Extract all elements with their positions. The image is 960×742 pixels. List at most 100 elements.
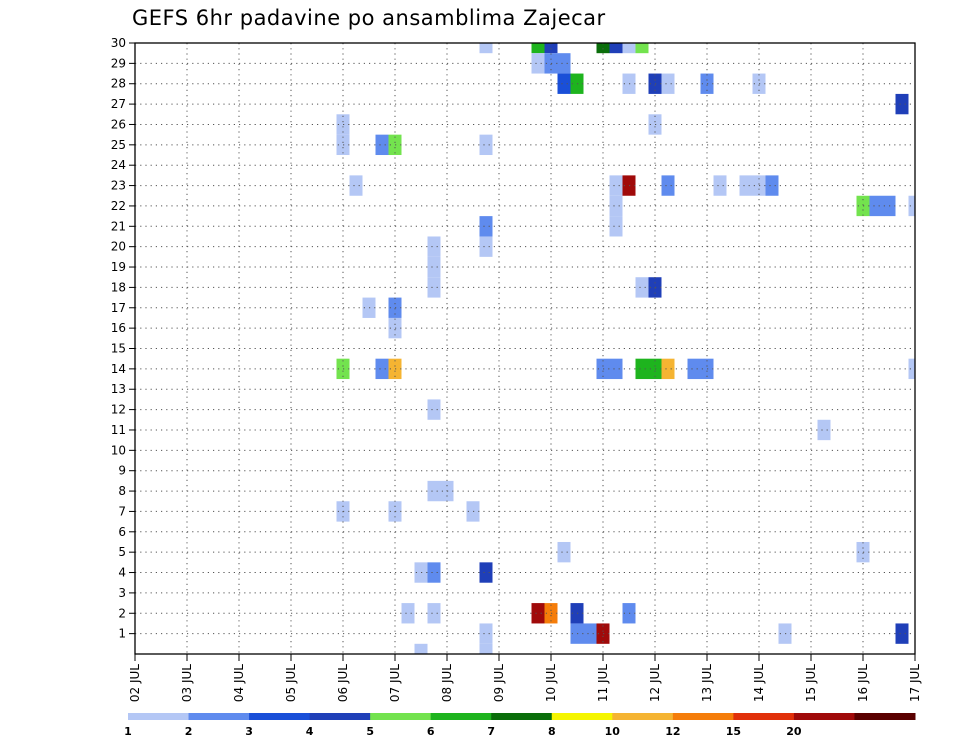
x-tick-label: 10 JUL — [544, 664, 558, 702]
heatmap-cell — [609, 195, 623, 217]
heatmap-cell — [427, 236, 441, 257]
grid-lines — [135, 43, 915, 654]
heatmap-cell — [869, 195, 883, 217]
heatmap-cell — [635, 43, 649, 54]
x-tick-label: 11 JUL — [596, 664, 610, 702]
legend-swatch — [370, 713, 432, 720]
heatmap-cell — [895, 623, 909, 644]
legend-level-label: 7 — [487, 725, 495, 738]
legend-swatch — [188, 713, 250, 720]
chart-title: GEFS 6hr padavine po ansamblima Zajecar — [132, 6, 606, 30]
y-tick-label: 29 — [111, 56, 126, 70]
legend-level-label: 2 — [185, 725, 193, 738]
y-tick-label: 26 — [111, 117, 126, 131]
heatmap-cell — [544, 43, 558, 54]
y-tick-label: 24 — [111, 158, 126, 172]
legend-level-label: 10 — [605, 725, 621, 738]
y-tick-label: 30 — [111, 36, 126, 50]
heatmap-cell — [427, 277, 441, 298]
color-legend: 1 2 3 4 5 6 7 8 10 12 15 20 — [124, 713, 916, 738]
x-tick-label: 05 JUL — [284, 664, 298, 702]
y-tick-label: 9 — [118, 464, 126, 478]
y-tick-label: 8 — [118, 484, 126, 498]
heatmap-cell — [375, 134, 389, 156]
heatmap-cell — [349, 175, 363, 196]
legend-swatch — [128, 713, 190, 720]
legend-swatch — [249, 713, 311, 720]
heatmap-cell — [479, 643, 493, 654]
heatmap-cell — [609, 43, 623, 54]
heatmap-cell — [739, 175, 753, 196]
heatmap-cell — [661, 358, 675, 380]
heatmap-cell — [609, 358, 623, 380]
heatmap-cell — [531, 603, 545, 624]
heatmap-cell — [661, 73, 675, 94]
y-tick-label: 20 — [111, 240, 126, 254]
y-tick-label: 19 — [111, 260, 126, 274]
heatmap-cell — [765, 175, 779, 196]
heatmap-cell — [531, 43, 545, 54]
heatmap-cell — [401, 603, 415, 624]
heatmap-cell — [583, 623, 597, 644]
legend-level-label: 8 — [548, 725, 556, 738]
legend-swatch — [309, 713, 371, 720]
y-tick-label: 10 — [111, 443, 126, 457]
y-tick-label: 3 — [118, 586, 126, 600]
x-tick-label: 07 JUL — [388, 664, 402, 702]
y-axis-tick-labels: 1234567891011121314151617181920212223242… — [111, 36, 126, 641]
x-tick-label: 15 JUL — [804, 664, 818, 702]
heatmap-cell — [531, 53, 545, 74]
heatmap-cell — [622, 43, 636, 54]
legend-level-label: 1 — [124, 725, 132, 738]
y-tick-label: 6 — [118, 525, 126, 539]
x-tick-label: 13 JUL — [700, 664, 714, 702]
legend-swatch — [491, 713, 553, 720]
x-tick-label: 06 JUL — [336, 664, 350, 702]
x-tick-label: 02 JUL — [128, 664, 142, 702]
y-tick-label: 7 — [118, 504, 126, 518]
heatmap-cell — [427, 603, 441, 624]
x-tick-label: 03 JUL — [180, 664, 194, 702]
heatmap-cell — [713, 175, 727, 196]
legend-swatch — [551, 713, 613, 720]
heatmap-cell — [635, 277, 649, 298]
heatmap-cell — [375, 358, 389, 380]
y-tick-label: 2 — [118, 606, 126, 620]
y-tick-label: 21 — [111, 219, 126, 233]
y-tick-label: 1 — [118, 627, 126, 641]
y-tick-label: 17 — [111, 301, 126, 315]
x-tick-label: 04 JUL — [232, 664, 246, 702]
legend-level-label: 12 — [665, 725, 680, 738]
x-tick-label: 08 JUL — [440, 664, 454, 702]
heatmap-cell — [427, 480, 441, 502]
x-tick-label: 12 JUL — [648, 664, 662, 702]
heatmap-cell — [479, 236, 493, 257]
legend-swatch — [672, 713, 734, 720]
legend-swatch — [733, 713, 795, 720]
heatmap-cell — [687, 358, 701, 380]
legend-swatch — [430, 713, 492, 720]
legend-swatch — [793, 713, 855, 720]
heatmap-cell — [895, 93, 909, 115]
y-tick-label: 18 — [111, 280, 126, 294]
heatmap-cell — [557, 541, 571, 563]
heatmap-cell — [635, 358, 649, 380]
x-tick-label: 17 JUL — [908, 664, 922, 702]
heatmap-cell — [479, 43, 493, 54]
heatmap-cell — [427, 256, 441, 278]
heatmap-cell — [596, 43, 610, 54]
axis-ticks — [129, 42, 916, 661]
heatmap-cell — [908, 195, 915, 217]
y-tick-label: 4 — [118, 566, 126, 580]
y-tick-label: 13 — [111, 382, 126, 396]
legend-level-label: 20 — [786, 725, 802, 738]
y-tick-label: 14 — [111, 362, 126, 376]
x-axis-tick-labels: 02 JUL 03 JUL 04 JUL 05 JUL 06 JUL 07 JUL 08 J… — [128, 664, 922, 702]
heatmap-cell — [427, 399, 441, 420]
y-tick-label: 12 — [111, 403, 126, 417]
y-tick-label: 16 — [111, 321, 126, 335]
legend-swatch — [854, 713, 916, 720]
legend-level-label: 6 — [427, 725, 435, 738]
heatmap-cell — [817, 419, 831, 441]
